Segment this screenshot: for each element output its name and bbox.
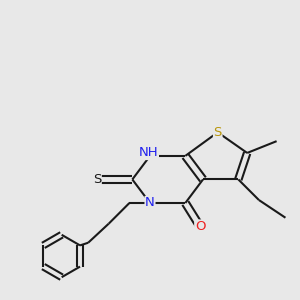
Text: S: S [214,126,222,139]
Text: O: O [195,220,205,233]
Text: NH: NH [139,146,158,159]
Text: N: N [145,196,155,209]
Text: S: S [93,173,101,186]
